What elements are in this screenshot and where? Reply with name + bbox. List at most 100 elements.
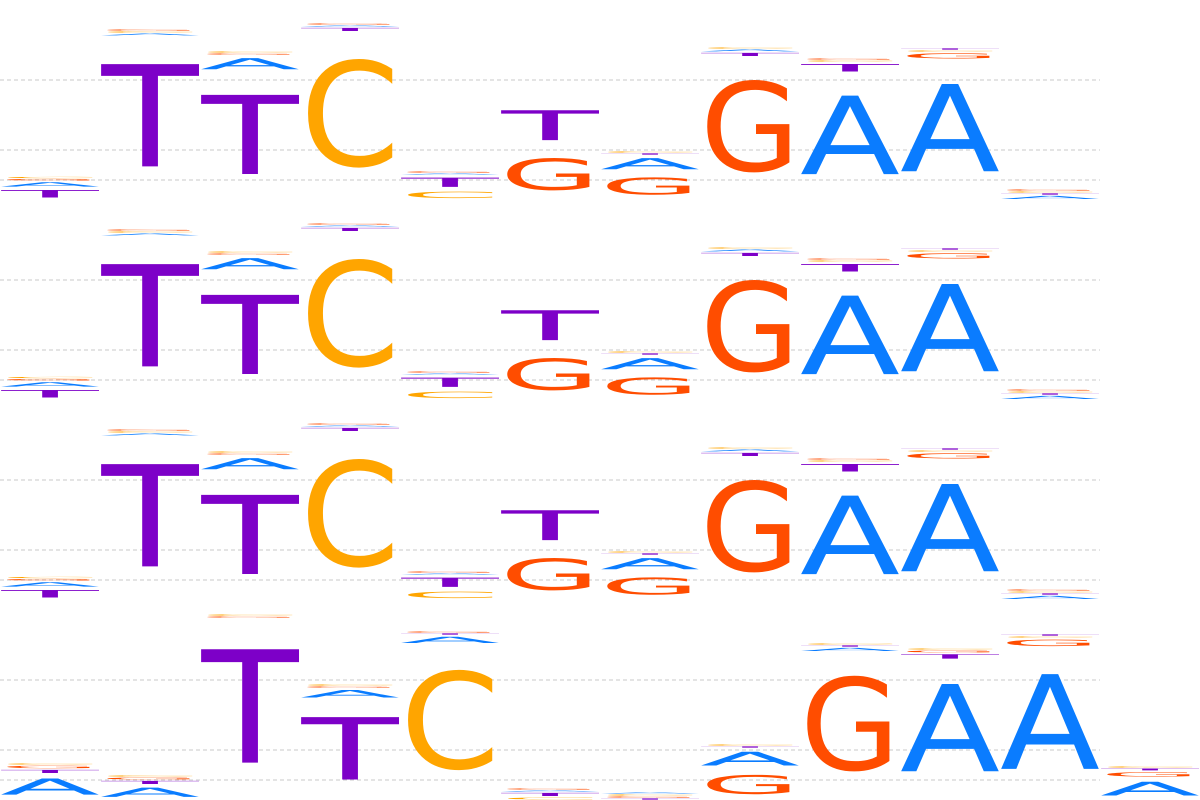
logo-0-col-1-letter-a: A [100,33,200,36]
logo-3-col-1-letter-t: T [100,780,199,785]
logo-3-col-2-letter-g: G [200,616,300,618]
logo-0-col-1-letter-c: C [100,31,200,33]
logo-2-col-3-letter-t: T [300,427,399,432]
logo-0-col-7-letter-a: A [700,49,800,52]
logo-0-col-8-letter-c: C [800,60,900,62]
logo-3-col-7-letter-t: T [700,746,799,748]
logo-0-col-10-letter-c: C [1000,191,1100,193]
logo-2-col-7-letter-t: T [700,452,799,457]
logo-1-col-8-letter-c: C [800,260,900,262]
logo-3-col-8-letter-t: T [800,645,899,647]
logo-2-col-9-letter-c: C [900,450,1000,452]
logo-3-col-8-letter-a: A [800,647,900,652]
logo-0-col-0-letter-a: A [0,181,100,188]
logo-3-col-2-letter-c: C [200,614,300,616]
logo-0-col-6-letter-g: G [600,173,700,200]
logo-2-col-7-letter-a: A [700,449,800,452]
logo-3-col-9-letter-c: C [900,648,1000,650]
logo-1-col-9-letter-a: A [900,261,1000,400]
logo-2-col-10-letter-g: G [1000,589,1100,591]
logo-0-col-9-letter-t: T [900,48,999,50]
logo-3-col-1-letter-a: A [100,785,200,800]
logo-1-col-2-letter-t: T [200,274,299,400]
logo-1-col-2-letter-g: G [200,253,300,255]
logo-0-col-6-letter-c: C [600,151,700,153]
logo-2-col-8-letter-c: C [800,460,900,462]
logo-1-col-2-letter-a: A [200,255,300,273]
logo-0-col-9-letter-c: C [900,50,1000,52]
logo-0-col-3-letter-a: A [300,25,400,27]
logo-3-col-0-letter-t: T [0,769,99,774]
logo-2-col-4-letter-t: T [400,575,500,590]
logo-0-col-6-letter-a: A [600,155,700,173]
logo-0-col-4-letter-a: A [400,173,500,175]
logo-0-col-6-letter-t: T [600,153,699,155]
logo-1-col-1-letter-a: A [100,233,200,236]
logo-1-col-6-letter-c: C [600,351,700,353]
logo-1-col-8-letter-t: T [800,262,900,274]
logo-2-col-0-letter-a: A [0,581,100,588]
logo-2-col-10-letter-t: T [1000,593,1099,595]
logo-2-col-1-letter-c: C [100,431,200,433]
logo-0-col-4-letter-t: T [400,175,500,190]
logo-3-col-9-letter-t: T [900,653,999,660]
grid-layer [0,79,1100,781]
logo-3-col-7-letter-a: A [700,748,800,770]
logo-3-col-6-letter-g: G [600,796,700,798]
logo-1-col-10-letter-t: T [1000,393,1099,395]
logo-0-col-2-letter-a: A [200,55,300,73]
logo-3-col-3-letter-a: A [300,688,400,700]
logo-1-col-1-letter-c: C [100,231,200,233]
logo-3-col-5-letter-a: A [500,790,600,792]
logo-2-col-2-letter-g: G [200,453,300,455]
logo-2-col-9-letter-t: T [900,448,999,450]
logo-2-col-0-letter-c: C [0,577,100,579]
logo-0-col-2-letter-t: T [200,74,299,200]
logo-0-col-8-letter-t: T [800,62,900,74]
logo-3-col-11-letter-c: C [1100,766,1200,768]
logo-2-col-0-letter-t: T [0,588,100,600]
logo-1-col-10-letter-g: G [1000,389,1100,391]
logo-1-col-8-letter-a: A [800,275,900,400]
logo-3-col-6-letter-t: T [600,798,699,800]
logo-2-col-2-letter-a: A [200,455,300,473]
logo-3-col-11-letter-g: G [1100,771,1200,778]
logo-1-col-10-letter-c: C [1000,391,1100,393]
logo-3-col-2-letter-t: T [201,619,300,800]
logo-1-col-4-letter-t: T [400,375,500,390]
logo-0-col-10-letter-t: T [1000,193,1099,195]
logo-2-col-8-letter-g: G [800,458,900,460]
logo-3-col-9-letter-a: A [900,661,1000,800]
logo-3-col-3-letter-c: C [300,684,400,686]
logo-3-col-11-letter-a: A [1100,778,1200,800]
logo-1-col-3-letter-g: G [300,223,400,225]
logo-2-col-8-letter-a: A [800,475,900,600]
logo-3-col-10-letter-t: T [1000,634,1099,636]
logo-1-col-3-letter-a: A [300,225,400,227]
logo-3-col-4-letter-t: T [400,633,499,635]
logo-2-col-3-letter-c: C [300,432,400,599]
logo-2-col-4-letter-a: A [400,573,500,575]
logo-3-col-8-letter-g: G [800,653,900,800]
logo-1-col-3-letter-c: C [300,232,400,399]
logo-1-col-10-letter-a: A [1000,395,1100,400]
logo-2-col-6-letter-a: A [600,555,700,573]
logo-3-col-5-letter-c: C [500,797,600,800]
logo-2-col-5-letter-t: T [500,502,600,550]
logo-1-col-7-letter-g: G [700,257,800,400]
logo-2-col-6-letter-t: T [600,553,699,555]
logo-3-col-1-letter-c: C [100,775,200,777]
logo-1-col-9-letter-t: T [900,248,999,250]
logo-3-col-3-letter-t: T [300,701,400,800]
logo-3-col-6-letter-a: A [600,792,700,794]
logo-0-col-0-letter-g: G [0,178,100,181]
logo-0-col-0-letter-c: C [0,177,100,179]
logo-3-col-4-letter-a: A [400,635,500,645]
logo-0-col-4-letter-g: G [400,171,500,173]
logo-3-col-11-letter-t: T [1100,768,1199,771]
logo-0-col-1-letter-t: T [101,37,200,200]
logo-1-col-7-letter-a: A [700,249,800,252]
logo-2-col-0-letter-g: G [0,578,100,581]
logo-1-col-0-letter-g: G [0,378,100,381]
